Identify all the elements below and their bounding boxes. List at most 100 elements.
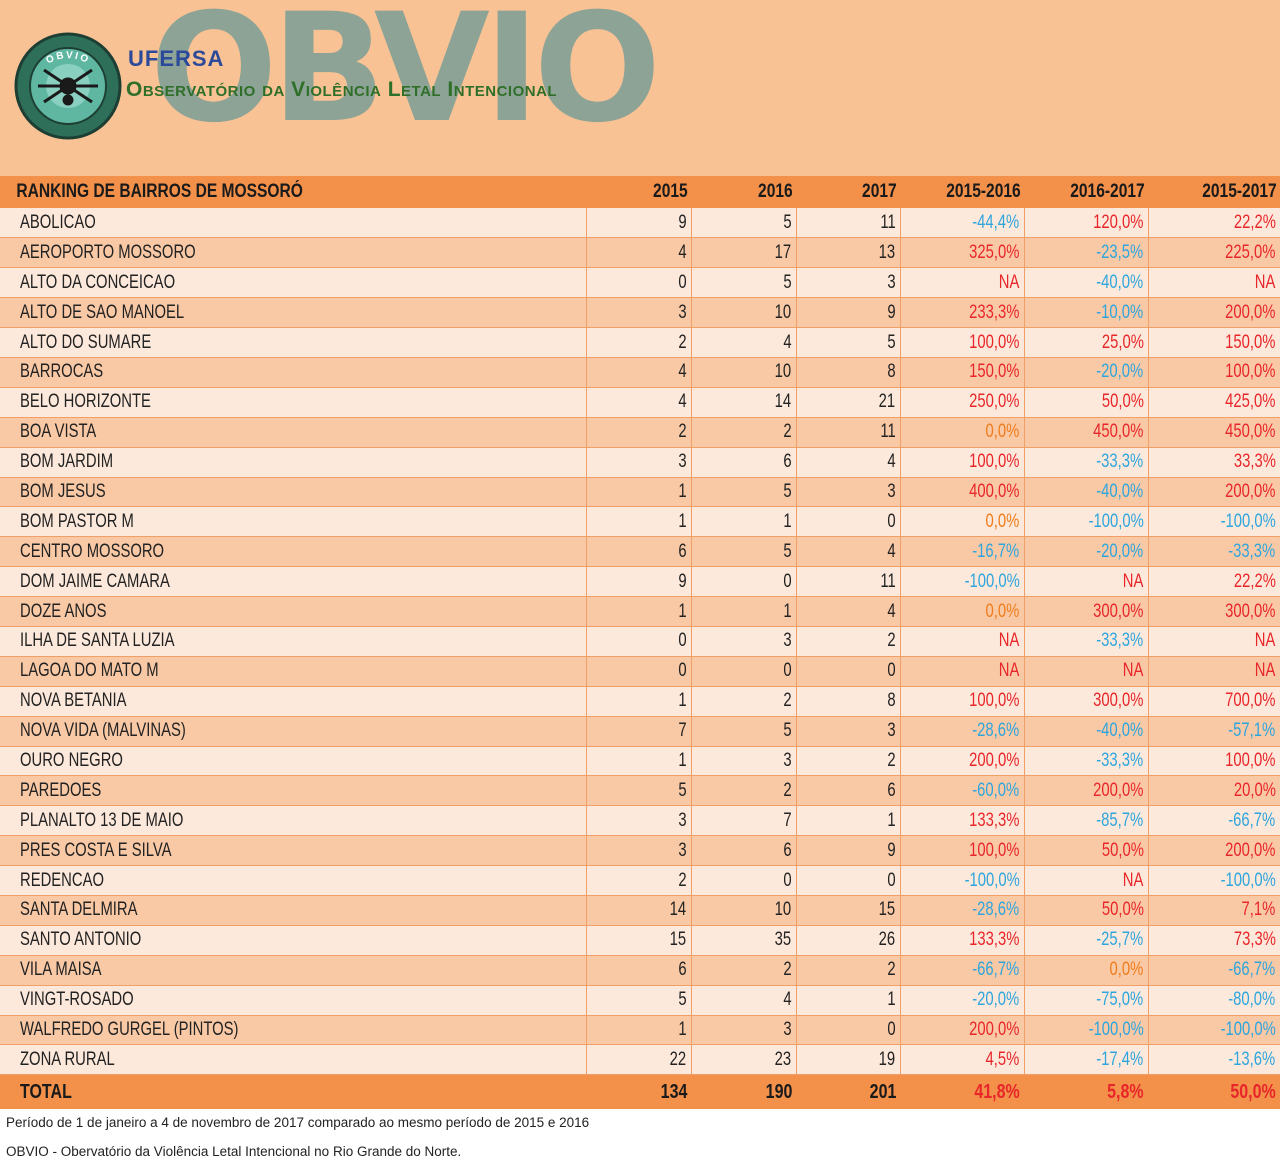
cell-2016: 3	[691, 626, 797, 657]
cell-2015: 5	[586, 775, 692, 807]
table-row: REDENCAO 2 0 0 -100,0% NA -100,0%	[0, 865, 1280, 896]
cell-neighborhood: OURO NEGRO	[0, 746, 587, 777]
column-header-2015: 2015	[653, 181, 688, 202]
drone-icon	[38, 68, 98, 106]
ranking-table: RANKING DE BAIRROS DE MOSSORÓ 2015 2016 …	[0, 176, 1280, 1109]
table-row: VILA MAISA 6 2 2 -66,7% 0,0% -66,7%	[0, 955, 1280, 986]
cell-neighborhood: BOM PASTOR M	[0, 506, 587, 538]
cell-2016: 2	[691, 686, 797, 717]
cell-2015: 7	[586, 716, 692, 747]
cell-2017: 11	[796, 208, 901, 239]
ufersa-logo: UFERSA	[128, 46, 225, 71]
table-row: BOM PASTOR M 1 1 0 0,0% -100,0% -100,0%	[0, 506, 1280, 538]
table-row: BELO HORIZONTE 4 14 21 250,0% 50,0% 425,0%	[0, 387, 1280, 418]
cell-neighborhood: REDENCAO	[0, 865, 587, 896]
cell-2017: 1	[796, 985, 901, 1016]
cell-2017: 3	[796, 477, 901, 508]
cell-2016: 1	[691, 506, 797, 538]
cell-neighborhood: PRES COSTA E SILVA	[0, 835, 587, 867]
cell-2016: 6	[691, 447, 797, 478]
cell-2017: 2	[796, 626, 901, 657]
cell-change-2016-2017: -20,0%	[1024, 357, 1149, 388]
cell-change-2015-2016: 0,0%	[900, 417, 1025, 448]
cell-2016: 0	[691, 656, 797, 687]
cell-change-2015-2016: 0,0%	[900, 506, 1025, 538]
cell-2015: 4	[586, 357, 692, 388]
cell-neighborhood: DOZE ANOS	[0, 596, 587, 627]
cell-change-2015-2017: -13,6%	[1148, 1044, 1280, 1076]
cell-2015: 5	[586, 985, 692, 1016]
cell-change-2016-2017: NA	[1024, 865, 1149, 896]
table-row: ALTO DO SUMARE 2 4 5 100,0% 25,0% 150,0%	[0, 327, 1280, 358]
table-row: NOVA VIDA (MALVINAS) 7 5 3 -28,6% -40,0% -57,1…	[0, 716, 1280, 747]
cell-2017: 11	[796, 417, 901, 448]
cell-change-2015-2016: NA	[900, 267, 1025, 299]
cell-2015: 1	[586, 596, 692, 627]
cell-change-2015-2017: 200,0%	[1148, 835, 1280, 867]
cell-2017: 0	[796, 506, 901, 538]
period-note: Período de 1 de janeiro a 4 de novembro …	[6, 1115, 590, 1130]
cell-2016: 4	[691, 327, 797, 358]
table-row: VINGT-ROSADO 5 4 1 -20,0% -75,0% -80,0%	[0, 985, 1280, 1016]
cell-2017: 4	[796, 596, 901, 627]
cell-change-2015-2016: 200,0%	[900, 746, 1025, 777]
cell-2017: 5	[796, 327, 901, 358]
cell-change-2015-2017: 200,0%	[1148, 297, 1280, 329]
cell-change-2016-2017: 25,0%	[1024, 327, 1149, 358]
cell-change-2015-2016: 4,5%	[900, 1044, 1025, 1076]
cell-change-2015-2017: NA	[1148, 626, 1280, 657]
table-row: BOA VISTA 2 2 11 0,0% 450,0% 450,0%	[0, 417, 1280, 448]
cell-2017: 4	[796, 536, 901, 568]
cell-neighborhood: ALTO DE SAO MANOEL	[0, 297, 587, 329]
cell-change-2016-2017: 300,0%	[1024, 596, 1149, 627]
cell-2015: 3	[586, 447, 692, 478]
table-row: OURO NEGRO 1 3 2 200,0% -33,3% 100,0%	[0, 746, 1280, 777]
cell-neighborhood: PAREDOES	[0, 775, 587, 807]
cell-change-2015-2016: -100,0%	[900, 566, 1025, 598]
table-row: DOM JAIME CAMARA 9 0 11 -100,0% NA 22,2%	[0, 566, 1280, 598]
cell-change-2015-2016: 150,0%	[900, 357, 1025, 388]
cell-change-2016-2017: 450,0%	[1024, 417, 1149, 448]
cell-change-2016-2017: -23,5%	[1024, 237, 1149, 269]
cell-2017: 4	[796, 447, 901, 478]
cell-change-2016-2017: -17,4%	[1024, 1044, 1149, 1076]
cell-2016: 4	[691, 985, 797, 1016]
cell-change-2016-2017: -40,0%	[1024, 267, 1149, 299]
cell-change-2015-2016: 250,0%	[900, 387, 1025, 418]
cell-change-2016-2017: NA	[1024, 656, 1149, 687]
cell-change-2016-2017: 50,0%	[1024, 387, 1149, 418]
cell-change-2015-2016: 325,0%	[900, 237, 1025, 269]
cell-2017: 2	[796, 955, 901, 986]
cell-neighborhood: BOM JARDIM	[0, 447, 587, 478]
cell-change-2015-2017: -66,7%	[1148, 955, 1280, 986]
total-2016: 190	[765, 1080, 792, 1103]
cell-change-2016-2017: -40,0%	[1024, 477, 1149, 508]
column-header-change-2016-2017: 2016-2017	[1070, 181, 1145, 202]
cell-2016: 0	[691, 865, 797, 896]
cell-2015: 1	[586, 746, 692, 777]
cell-neighborhood: DOM JAIME CAMARA	[0, 566, 587, 598]
cell-2016: 5	[691, 477, 797, 508]
cell-2017: 3	[796, 716, 901, 747]
cell-2016: 1	[691, 596, 797, 627]
column-header-2016: 2016	[758, 181, 793, 202]
cell-neighborhood: ABOLICAO	[0, 208, 587, 239]
cell-2017: 13	[796, 237, 901, 269]
table-row: BOM JESUS 1 5 3 400,0% -40,0% 200,0%	[0, 477, 1280, 508]
cell-change-2016-2017: 300,0%	[1024, 686, 1149, 717]
cell-neighborhood: ALTO DO SUMARE	[0, 327, 587, 358]
cell-neighborhood: BARROCAS	[0, 357, 587, 388]
cell-2017: 15	[796, 895, 901, 926]
column-header-change-2015-2017: 2015-2017	[1202, 181, 1277, 202]
cell-neighborhood: VILA MAISA	[0, 955, 587, 986]
cell-neighborhood: BOM JESUS	[0, 477, 587, 508]
cell-2016: 10	[691, 895, 797, 926]
cell-change-2015-2017: NA	[1148, 267, 1280, 299]
cell-change-2016-2017: -20,0%	[1024, 536, 1149, 568]
cell-2015: 2	[586, 417, 692, 448]
cell-2015: 14	[586, 895, 692, 926]
cell-neighborhood: BELO HORIZONTE	[0, 387, 587, 418]
cell-2015: 2	[586, 327, 692, 358]
cell-neighborhood: AEROPORTO MOSSORO	[0, 237, 587, 269]
table-body: ABOLICAO 9 5 11 -44,4% 120,0% 22,2% AEROPORTO M…	[0, 208, 1280, 1076]
